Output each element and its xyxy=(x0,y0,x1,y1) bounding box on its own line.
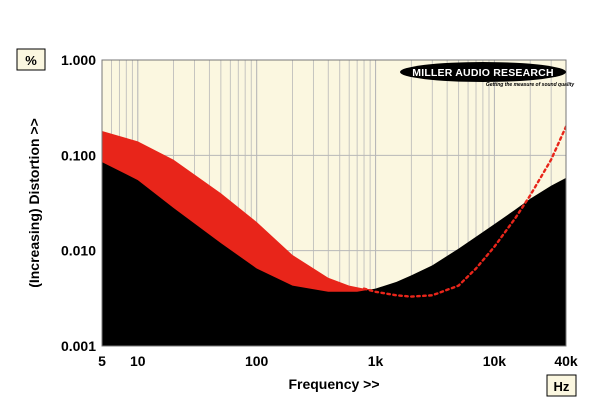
y-unit-label: % xyxy=(25,53,37,68)
miller-audio-research-logo: MILLER AUDIO RESEARCH Getting the measur… xyxy=(400,62,574,88)
series-area-2 xyxy=(102,162,566,346)
x-unit-box: Hz xyxy=(546,374,577,397)
logo-badge xyxy=(400,62,566,82)
x-tick-label: 100 xyxy=(245,353,269,369)
x-tick-label: 1k xyxy=(368,353,384,369)
series-line-3 xyxy=(362,125,566,298)
x-tick-labels: 5 10 100 1k 10k 40k xyxy=(98,353,578,369)
logo-text: MILLER AUDIO RESEARCH xyxy=(412,67,553,79)
x-axis-title: Frequency >> xyxy=(288,376,379,392)
y-tick-label: 0.100 xyxy=(61,147,96,163)
y-tick-label: 0.010 xyxy=(61,243,96,259)
x-tick-label: 5 xyxy=(98,353,106,369)
x-tick-label: 10 xyxy=(130,353,146,369)
y-unit-box: % xyxy=(16,48,46,71)
y-axis-title: (Increasing) Distortion >> xyxy=(26,118,42,288)
plot-frame xyxy=(101,59,567,347)
x-tick-label: 40k xyxy=(554,353,578,369)
logo-tagline: Getting the measure of sound quality xyxy=(486,82,575,88)
y-tick-label: 1.000 xyxy=(61,52,96,68)
series-areas xyxy=(102,131,566,346)
x-unit-label: Hz xyxy=(554,379,570,394)
y-tick-label: 0.001 xyxy=(61,338,96,354)
y-tick-labels: 0.001 0.010 0.100 1.000 xyxy=(61,52,96,354)
series-lines xyxy=(362,125,566,298)
x-tick-label: 10k xyxy=(483,353,507,369)
